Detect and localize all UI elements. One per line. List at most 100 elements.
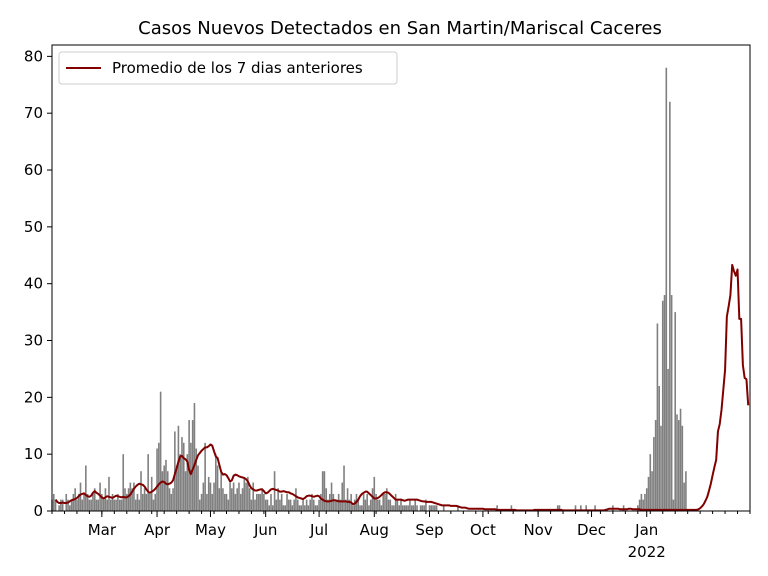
bar: [663, 295, 666, 511]
bar: [218, 488, 221, 511]
bar: [371, 488, 374, 511]
bar: [131, 488, 133, 511]
bar: [345, 499, 347, 511]
y-tick-label: 0: [33, 502, 43, 520]
bar: [375, 493, 377, 511]
bar: [366, 493, 368, 511]
bar: [268, 505, 271, 511]
bar: [222, 488, 224, 511]
bar: [353, 499, 356, 511]
average-line-layer: [54, 263, 750, 512]
bar: [70, 499, 73, 511]
bar: [163, 465, 165, 511]
bar: [653, 437, 655, 511]
bar: [642, 499, 644, 511]
y-axis: 0 10 20 30 40 50 60 70 80: [24, 47, 52, 520]
bar: [136, 493, 139, 511]
bar: [83, 493, 85, 511]
x-tick-label: Apr: [144, 521, 171, 539]
bar: [307, 505, 310, 511]
bar: [362, 493, 365, 511]
bar: [291, 505, 294, 511]
bar: [359, 505, 361, 511]
bar: [289, 499, 292, 511]
bar: [346, 488, 349, 511]
bar: [318, 499, 320, 511]
bar: [312, 499, 315, 511]
bar: [195, 448, 198, 511]
bar: [321, 471, 324, 511]
bar: [645, 488, 648, 511]
bar: [124, 488, 126, 511]
bar: [225, 493, 228, 511]
plot-frame: [51, 44, 751, 512]
y-tick-label: 20: [24, 388, 43, 406]
bar: [67, 499, 69, 511]
bar: [122, 454, 125, 511]
bar: [138, 499, 141, 511]
bar: [220, 471, 222, 511]
bar: [327, 499, 329, 511]
bar: [261, 488, 263, 511]
bar: [275, 499, 278, 511]
bar: [60, 499, 62, 511]
bar: [198, 499, 201, 511]
bar: [156, 448, 158, 511]
bar: [200, 493, 203, 511]
bar: [334, 499, 336, 511]
bar: [393, 505, 395, 511]
bar: [409, 499, 411, 511]
bar: [232, 482, 235, 511]
bar: [676, 414, 678, 511]
bar: [90, 499, 92, 511]
bar: [357, 499, 360, 511]
bar: [330, 482, 333, 511]
bar: [76, 499, 78, 511]
bar: [428, 505, 431, 511]
bar: [416, 505, 418, 511]
bar: [264, 499, 267, 511]
bar: [435, 505, 438, 511]
bar: [150, 476, 153, 511]
bar: [245, 482, 247, 511]
bar: [282, 505, 285, 511]
bar: [649, 454, 652, 511]
bar: [681, 425, 684, 511]
bar: [175, 465, 178, 511]
bar: [369, 499, 372, 511]
bar: [288, 499, 290, 511]
bar: [640, 493, 643, 511]
bar: [72, 493, 75, 511]
bar: [170, 493, 173, 511]
x-tick-label: Aug: [360, 521, 389, 539]
bar: [127, 488, 130, 511]
bar: [679, 408, 682, 511]
bar: [622, 505, 625, 511]
bar: [644, 493, 646, 511]
bar: [320, 493, 322, 511]
bar: [421, 505, 424, 511]
bar: [638, 499, 641, 511]
bar: [410, 505, 413, 511]
bar: [129, 482, 132, 511]
bar: [296, 499, 299, 511]
bar: [432, 505, 434, 511]
bar: [204, 442, 206, 511]
bar: [81, 499, 84, 511]
chart-title: Casos Nuevos Detectados en San Martin/Ma…: [138, 18, 662, 39]
bar: [120, 499, 123, 511]
bar: [651, 471, 653, 511]
bar: [387, 499, 390, 511]
bar: [211, 493, 214, 511]
bar: [206, 493, 208, 511]
bar: [368, 505, 370, 511]
bar: [661, 300, 664, 511]
bar: [348, 499, 351, 511]
bar: [377, 499, 379, 511]
bar: [177, 425, 180, 511]
bar: [238, 482, 240, 511]
bar: [407, 505, 409, 511]
bar: [143, 488, 146, 511]
bar: [61, 499, 64, 511]
bar: [325, 488, 328, 511]
